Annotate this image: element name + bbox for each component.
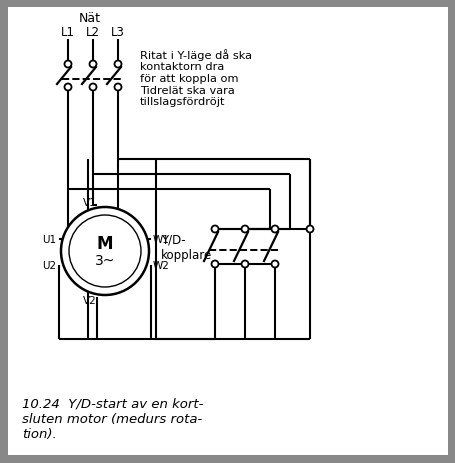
Text: M: M (96, 234, 113, 252)
Circle shape (64, 84, 71, 91)
Text: U1: U1 (42, 234, 56, 244)
Circle shape (271, 226, 278, 233)
Circle shape (211, 261, 218, 268)
Text: U2: U2 (42, 260, 56, 270)
Circle shape (114, 62, 121, 69)
Circle shape (61, 207, 149, 295)
Circle shape (64, 62, 71, 69)
Text: L1: L1 (61, 26, 75, 39)
Text: Ritat i Y-läge då ska
kontaktorn dra
för att koppla om
Tidrelät ska vara
tillsla: Ritat i Y-läge då ska kontaktorn dra för… (140, 49, 252, 107)
Circle shape (89, 84, 96, 91)
Text: L2: L2 (86, 26, 100, 39)
Circle shape (114, 84, 121, 91)
Text: Y/D-
kopplare: Y/D- kopplare (161, 233, 212, 261)
Text: W2: W2 (153, 260, 170, 270)
Circle shape (69, 216, 141, 288)
Text: V2: V2 (83, 295, 97, 305)
Text: 10.24  Y/D-start av en kort-
sluten motor (medurs rota-
tion).: 10.24 Y/D-start av en kort- sluten motor… (22, 397, 203, 440)
Text: V1: V1 (83, 198, 97, 207)
Circle shape (241, 261, 248, 268)
Text: Nät: Nät (79, 12, 101, 25)
Circle shape (271, 261, 278, 268)
Text: L3: L3 (111, 26, 125, 39)
Text: W1: W1 (153, 234, 170, 244)
Circle shape (89, 62, 96, 69)
Circle shape (211, 226, 218, 233)
Circle shape (306, 226, 313, 233)
Text: 3~: 3~ (95, 253, 115, 268)
Circle shape (241, 226, 248, 233)
